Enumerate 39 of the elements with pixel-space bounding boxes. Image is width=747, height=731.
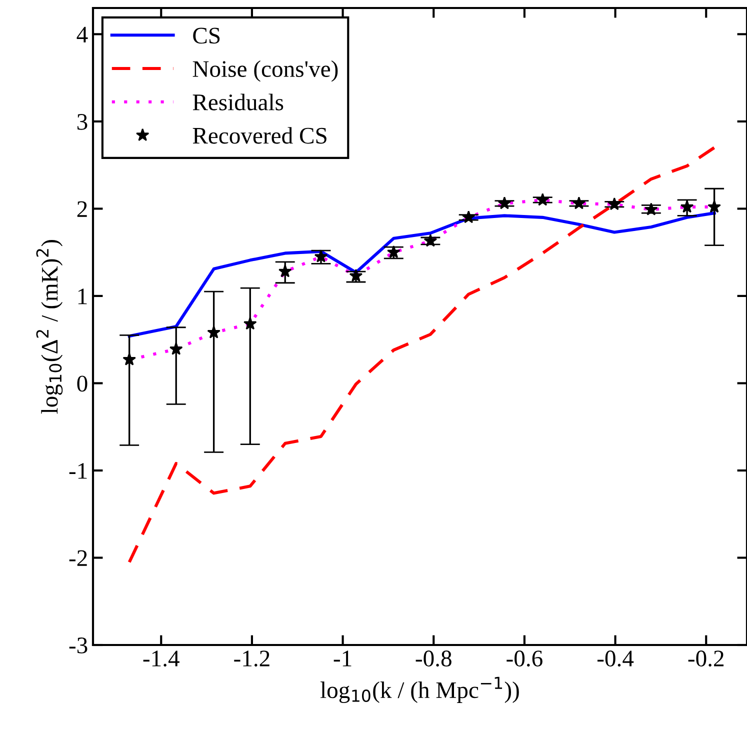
point: [424, 234, 438, 247]
point: [314, 250, 328, 262]
legend-label: CS: [193, 28, 220, 44]
point: [169, 342, 183, 355]
point: [608, 197, 622, 210]
point: [244, 316, 257, 330]
point: [207, 326, 220, 338]
point: [680, 200, 694, 213]
point: [572, 196, 586, 210]
x-tick-label: -1: [334, 650, 352, 666]
point: [122, 352, 136, 366]
point: [462, 210, 476, 224]
y-tick-label: 4: [76, 26, 88, 42]
x-tick-label: -0.4: [597, 650, 634, 667]
point: [708, 200, 721, 213]
point: [498, 196, 512, 210]
legend-label: Noise (cons've): [192, 60, 338, 82]
x-tick-label: -0.8: [416, 650, 452, 667]
point: [349, 268, 363, 282]
y-tick-label: 3: [77, 114, 88, 130]
y-tick-label: -3: [69, 638, 88, 654]
point: [387, 245, 400, 258]
y-tick-label: 2: [77, 201, 87, 217]
y-tick-label: 0: [77, 376, 88, 392]
point: [536, 193, 550, 206]
x-axis-title: log$_{10}$(k / (h Mpc$^{−1}$)): [320, 676, 519, 704]
point: [278, 264, 292, 278]
y-axis-title: log$_{10}$(Δ$^{2}$ / (mK)$^{2}$): [36, 240, 63, 414]
legend-label: Recovered CS: [192, 127, 326, 144]
legend-label: Residuals: [192, 94, 284, 110]
y-tick-label: 1: [78, 288, 87, 304]
y-tick-label: -1: [69, 463, 87, 479]
x-tick-label: -0.6: [506, 650, 542, 667]
x-tick-label: -1.4: [143, 650, 180, 667]
x-tick-label: -0.2: [688, 650, 724, 667]
y-tick-label: -2: [69, 550, 87, 566]
line-series: [128, 146, 716, 564]
point: [644, 202, 658, 216]
x-tick-label: -1.2: [234, 650, 270, 667]
